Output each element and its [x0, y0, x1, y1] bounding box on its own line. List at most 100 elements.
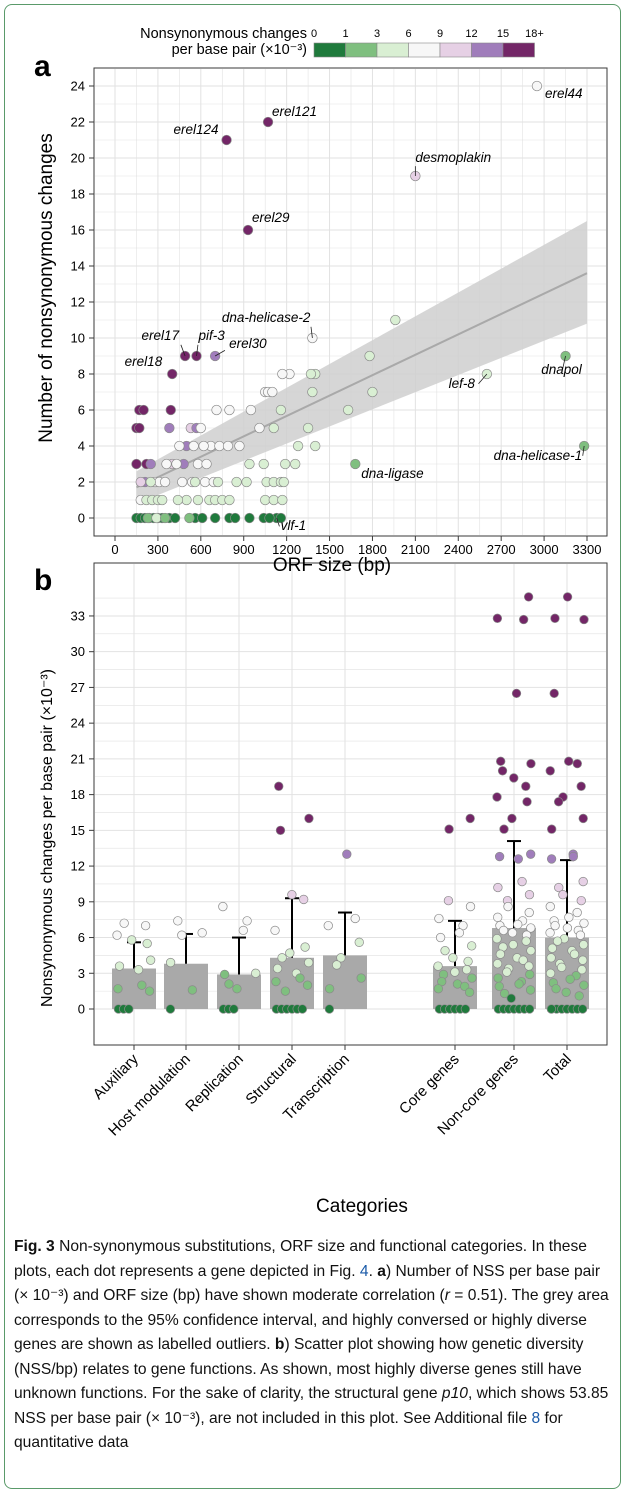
caption-title: Non-synonymous substitutions, ORF size a…: [59, 1238, 528, 1255]
data-point: [165, 1004, 176, 1014]
data-point: [495, 949, 505, 959]
data-point: [503, 901, 513, 912]
y-tick-label: 12: [71, 859, 85, 874]
data-point: [502, 967, 512, 977]
data-point: [467, 973, 477, 983]
data-point: [578, 955, 588, 965]
data-point: [159, 476, 171, 488]
data-point: [145, 476, 156, 488]
data-point: [277, 494, 288, 506]
label-leader: [214, 350, 226, 357]
caption-fig4-link[interactable]: 4: [359, 1262, 369, 1280]
data-point: [579, 918, 589, 928]
legend-title-line1: Nonsynonymous changes: [140, 26, 307, 42]
legend-tick-label: 9: [437, 28, 443, 40]
y-tick-label: 10: [71, 331, 85, 346]
data-point: [140, 920, 151, 931]
caption-text-2: .: [368, 1262, 378, 1280]
data-point: [579, 614, 589, 625]
data-point: [135, 476, 146, 488]
data-point: [171, 458, 182, 470]
data-point: [575, 930, 586, 940]
outlier-label: erel29: [252, 210, 290, 225]
outlier-label: dna-helicase-2: [222, 310, 311, 325]
panel-label-b: b: [34, 564, 52, 597]
data-point: [184, 512, 195, 524]
data-point: [336, 953, 346, 963]
data-point: [277, 953, 287, 963]
data-point: [275, 404, 287, 416]
data-point: [304, 957, 314, 968]
data-point: [463, 956, 473, 967]
x-tick-label: Auxiliary: [90, 1050, 142, 1102]
data-point: [127, 935, 137, 945]
data-point: [578, 876, 588, 887]
x-tick-label: 1500: [315, 542, 344, 557]
data-point: [464, 987, 475, 997]
data-point: [268, 422, 279, 434]
data-point: [231, 476, 242, 488]
data-point: [508, 940, 518, 950]
data-point: [119, 918, 129, 928]
data-point: [547, 943, 557, 953]
data-point: [332, 960, 342, 970]
panel-b-ylabel: Nonsynonymous changes per base pair (×10…: [39, 669, 56, 1007]
data-point: [460, 1004, 471, 1014]
y-tick-label: 12: [71, 295, 85, 310]
data-point: [460, 981, 470, 992]
data-point: [444, 824, 454, 834]
data-point: [549, 688, 559, 699]
caption-a-label: a: [377, 1262, 386, 1280]
data-point: [245, 404, 257, 416]
data-point: [177, 476, 188, 488]
y-tick-label: 3: [78, 966, 85, 981]
data-point: [165, 957, 176, 968]
data-point: [499, 988, 510, 999]
label-leader: [562, 355, 566, 369]
data-point: [267, 386, 278, 398]
y-tick-label: 20: [71, 151, 85, 166]
label-leader: [276, 517, 280, 527]
data-point: [467, 941, 477, 951]
data-point: [290, 458, 301, 470]
data-point: [465, 813, 475, 824]
data-point: [305, 368, 317, 380]
data-point: [551, 984, 561, 994]
data-point: [300, 942, 310, 952]
data-point: [545, 901, 555, 912]
data-point: [577, 1004, 588, 1014]
data-point: [577, 965, 587, 975]
data-point: [254, 422, 265, 434]
data-point: [565, 974, 575, 984]
data-point: [434, 913, 444, 924]
y-tick-label: 6: [78, 930, 85, 945]
data-point: [496, 756, 506, 766]
label-leader: [478, 373, 488, 385]
data-point: [545, 928, 555, 938]
data-point: [272, 963, 283, 974]
data-point: [546, 953, 556, 963]
outlier-label: erel121: [272, 104, 317, 119]
data-point: [513, 919, 523, 930]
data-point: [262, 116, 274, 128]
data-point: [450, 967, 460, 977]
legend-tick-label: 0: [311, 28, 317, 40]
data-point: [113, 984, 123, 994]
data-point: [134, 422, 145, 434]
data-point: [350, 913, 360, 924]
data-point: [518, 955, 528, 965]
caption-file8-link[interactable]: 8: [531, 1409, 541, 1427]
y-tick-label: 24: [71, 716, 85, 731]
data-point: [201, 458, 212, 470]
data-point: [307, 332, 318, 344]
y-tick-label: 33: [71, 608, 85, 623]
x-tick-label: 2400: [444, 542, 473, 557]
data-point: [390, 314, 401, 326]
data-point: [521, 781, 531, 791]
label-leader: [180, 344, 186, 357]
data-point: [169, 512, 181, 524]
data-point: [198, 440, 209, 452]
y-tick-label: 0: [78, 1002, 85, 1017]
x-tick-label: Replication: [182, 1051, 247, 1116]
caption-r: r: [444, 1287, 450, 1304]
